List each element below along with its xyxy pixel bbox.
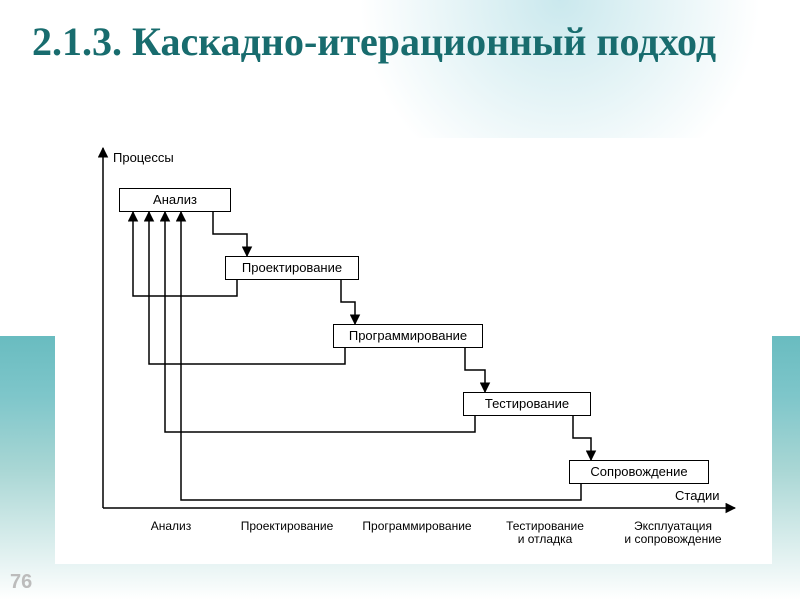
node-n5: Сопровождение [569, 460, 709, 484]
x-tick-2: Программирование [347, 520, 487, 533]
node-n1: Анализ [119, 188, 231, 212]
x-axis-label: Стадии [675, 488, 720, 503]
cascade-diagram: АнализПроектированиеПрограммированиеТест… [55, 138, 772, 564]
x-tick-4: Эксплуатацияи сопровождение [603, 520, 743, 546]
slide: 2.1.3. Каскадно-итерационный подход Анал… [0, 0, 800, 600]
page-number: 76 [10, 571, 32, 594]
node-n4: Тестирование [463, 392, 591, 416]
x-tick-1: Проектирование [217, 520, 357, 533]
y-axis-label: Процессы [113, 150, 174, 165]
node-n3: Программирование [333, 324, 483, 348]
node-n2: Проектирование [225, 256, 359, 280]
x-tick-3: Тестированиеи отладка [475, 520, 615, 546]
slide-title: 2.1.3. Каскадно-итерационный подход [32, 20, 732, 64]
